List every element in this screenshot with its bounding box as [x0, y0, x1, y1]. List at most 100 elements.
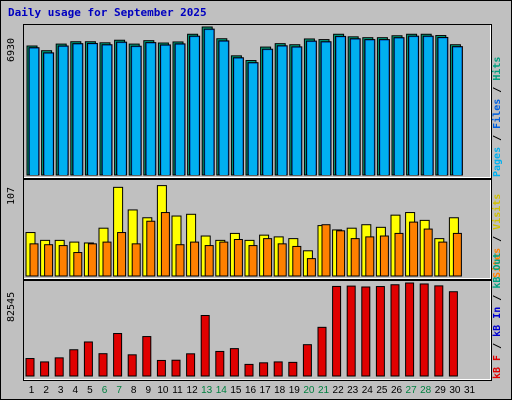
bar-pages-day-11 [176, 44, 184, 175]
bar-sites-day-15 [233, 238, 243, 277]
bar-pages-day-12 [190, 37, 199, 176]
bar-pages-day-2 [44, 53, 53, 175]
bar-kbf-day-11 [171, 359, 181, 377]
bar-kbf-day-13 [200, 314, 210, 377]
bar-sites-day-21 [321, 224, 331, 277]
day-label-28: 28 [420, 385, 432, 396]
bar-pages-day-3 [59, 47, 68, 175]
bar-kbf-day-24 [361, 286, 371, 377]
day-label-19: 19 [289, 385, 301, 396]
day-label-1: 1 [29, 385, 35, 396]
bar-sites-day-11 [175, 244, 185, 277]
bar-sites-day-16 [248, 245, 258, 277]
bar-sites-day-10 [160, 212, 170, 277]
day-label-12: 12 [187, 385, 199, 396]
bar-pages-day-17 [263, 50, 272, 175]
bar-pages-day-29 [438, 38, 447, 175]
bar-sites-day-12 [190, 241, 200, 277]
day-label-3: 3 [58, 385, 64, 396]
bar-sites-day-25 [379, 235, 389, 277]
day-label-2: 2 [43, 385, 49, 396]
day-label-21: 21 [318, 385, 330, 396]
bar-kbf-day-1 [25, 358, 35, 377]
bar-sites-day-30 [452, 232, 462, 277]
day-label-5: 5 [87, 385, 93, 396]
day-label-23: 23 [347, 385, 359, 396]
bar-sites-day-18 [277, 243, 287, 277]
bar-pages-day-5 [88, 44, 97, 175]
bar-sites-day-7 [117, 232, 127, 277]
day-label-7: 7 [116, 385, 122, 396]
day-label-8: 8 [131, 385, 137, 396]
day-label-31: 31 [464, 385, 476, 396]
bar-kbf-day-28 [419, 283, 429, 377]
day-label-16: 16 [245, 385, 257, 396]
day-label-27: 27 [406, 385, 418, 396]
bar-sites-day-24 [365, 236, 375, 277]
day-label-18: 18 [274, 385, 286, 396]
bar-pages-day-19 [292, 47, 301, 175]
day-label-22: 22 [333, 385, 345, 396]
bar-pages-day-9 [146, 43, 155, 176]
bar-kbf-day-26 [390, 284, 400, 377]
bar-pages-day-24 [365, 40, 374, 176]
bar-kbf-day-14 [215, 350, 225, 377]
bar-kbf-day-16 [244, 363, 254, 377]
bar-kbf-day-2 [40, 361, 50, 377]
bar-kbf-day-12 [186, 353, 196, 377]
bar-sites-day-28 [423, 228, 433, 277]
day-label-15: 15 [230, 385, 242, 396]
bar-pages-day-6 [103, 45, 111, 175]
bar-pages-day-27 [409, 37, 418, 176]
bar-kbf-day-4 [69, 349, 79, 377]
day-label-17: 17 [260, 385, 272, 396]
bar-pages-day-7 [117, 43, 126, 176]
day-label-26: 26 [391, 385, 403, 396]
day-label-25: 25 [376, 385, 388, 396]
bar-kbf-day-21 [317, 326, 327, 377]
bar-kbf-day-19 [288, 361, 298, 377]
bar-sites-day-3 [58, 245, 68, 277]
day-label-30: 30 [449, 385, 461, 396]
bar-kbf-day-6 [98, 353, 108, 377]
bar-pages-day-18 [278, 46, 287, 175]
day-label-14: 14 [216, 385, 228, 396]
day-label-11: 11 [172, 385, 183, 396]
bar-sites-day-2 [44, 244, 54, 277]
bar-sites-day-13 [204, 245, 214, 277]
bar-kbf-day-27 [405, 282, 415, 377]
bar-kbf-day-20 [302, 344, 312, 377]
bar-kbf-day-15 [229, 348, 239, 377]
bar-kbf-day-5 [83, 341, 93, 377]
bar-pages-day-10 [161, 45, 170, 175]
bar-pages-day-1 [30, 48, 38, 175]
bar-pages-day-8 [132, 47, 141, 175]
day-label-4: 4 [73, 385, 79, 396]
day-label-9: 9 [146, 385, 152, 396]
bar-kbf-day-7 [113, 333, 123, 377]
bar-kbf-day-9 [142, 336, 152, 377]
bar-kbf-day-3 [54, 357, 64, 377]
chart-title: Daily usage for September 2025 [8, 6, 207, 19]
bar-sites-day-27 [409, 221, 419, 277]
bar-pages-day-21 [322, 42, 330, 175]
bar-sites-day-8 [131, 243, 141, 277]
day-label-10: 10 [157, 385, 169, 396]
bar-kbf-day-8 [127, 354, 137, 377]
bar-kbf-day-10 [156, 359, 166, 377]
bar-pages-day-30 [453, 47, 462, 176]
day-label-29: 29 [435, 385, 447, 396]
bar-sites-day-5 [87, 243, 97, 277]
bar-pages-day-28 [424, 37, 433, 176]
bar-sites-day-6 [102, 241, 112, 277]
day-label-13: 13 [201, 385, 213, 396]
day-label-6: 6 [102, 385, 108, 396]
bar-pages-day-16 [249, 63, 257, 175]
bar-kbf-day-18 [273, 361, 283, 377]
bar-kbf-day-30 [448, 291, 458, 377]
bar-pages-day-23 [351, 39, 360, 175]
bar-pages-day-25 [380, 40, 389, 176]
bar-sites-day-29 [438, 241, 448, 277]
bar-pages-day-22 [336, 37, 345, 176]
